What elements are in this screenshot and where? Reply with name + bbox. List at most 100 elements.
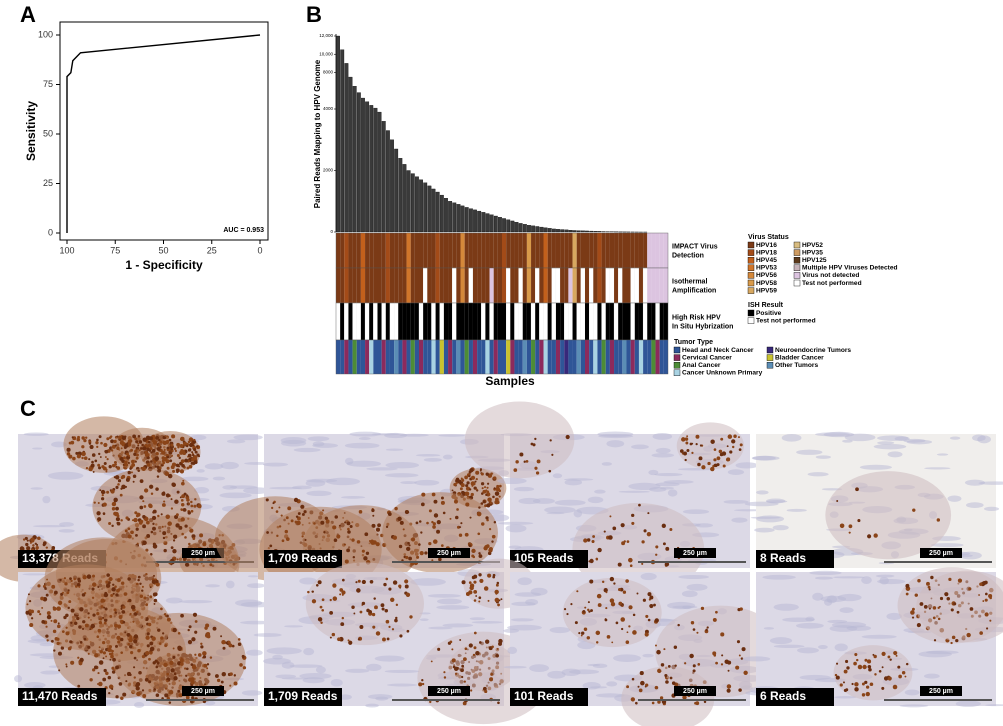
stain-dot	[641, 562, 644, 565]
stain-dot	[102, 657, 105, 660]
stain-dot	[25, 542, 29, 547]
bar	[518, 223, 523, 233]
stain-dot	[119, 456, 124, 461]
x-tick-label: 25	[207, 245, 217, 255]
stroma	[899, 704, 929, 708]
stain-dot	[68, 454, 73, 459]
stroma	[786, 508, 807, 512]
stain-dot	[25, 610, 30, 615]
stain-dot	[716, 456, 721, 461]
stroma	[241, 690, 263, 696]
plot-frame	[59, 21, 269, 241]
stain-dot	[460, 483, 465, 488]
stain-dot	[835, 675, 840, 680]
stain-dot	[61, 591, 65, 594]
bar	[514, 222, 519, 233]
track-cell	[377, 303, 382, 340]
stain-dot	[65, 665, 68, 668]
legend-label: HPV45	[756, 257, 777, 264]
stain-dot	[145, 651, 150, 656]
track-cell	[514, 302, 519, 341]
bar	[468, 208, 473, 233]
stain-dot	[738, 688, 742, 692]
stain-dot	[200, 645, 204, 649]
legend-label: Cancer Unknown Primary	[682, 370, 763, 377]
stain-dot	[464, 647, 468, 651]
stain-dot	[381, 607, 385, 611]
bar	[377, 111, 382, 233]
stain-dot	[463, 680, 466, 683]
track-cell	[410, 340, 415, 374]
stain-dot	[927, 585, 931, 589]
stain-dot	[468, 544, 472, 547]
stain-dot	[237, 642, 242, 646]
stain-dot	[141, 443, 144, 447]
stain-dot	[406, 629, 410, 633]
stain-dot	[329, 636, 332, 639]
stain-dot	[405, 555, 409, 560]
stain-dot	[155, 487, 159, 491]
x-axis-label: Samples	[485, 374, 535, 388]
stain-dot	[275, 510, 279, 513]
stain-dot	[133, 517, 138, 523]
stain-dot	[485, 493, 488, 496]
stain-dot	[839, 683, 843, 687]
stain-dot	[175, 468, 180, 473]
track-cell	[456, 303, 461, 340]
stain-dot	[120, 651, 124, 654]
stain-dot	[420, 502, 425, 507]
stain-dot	[237, 638, 241, 641]
stain-dot	[106, 573, 110, 577]
stain-dot	[146, 632, 150, 636]
stain-dot	[601, 580, 605, 584]
stain-dot	[317, 617, 323, 622]
stain-dot	[202, 655, 207, 659]
stain-dot	[297, 512, 301, 515]
stain-dot	[65, 631, 70, 636]
y-tick-label: 8000	[323, 70, 334, 75]
stain-dot	[420, 531, 423, 534]
stain-dot	[180, 508, 184, 512]
stain-dot	[53, 590, 58, 595]
scale-label: 250 µm	[683, 688, 707, 695]
stain-dot	[112, 445, 115, 448]
stain-dot	[118, 435, 123, 440]
stain-dot	[163, 548, 167, 553]
track-cell	[472, 303, 478, 340]
stain-dot	[733, 434, 737, 438]
stain-dot	[100, 605, 104, 608]
track-cell	[381, 340, 386, 374]
track-cell	[464, 268, 469, 303]
track-cell	[394, 268, 399, 303]
track-cell	[572, 303, 577, 340]
stain-dot	[664, 673, 668, 678]
stroma	[861, 576, 872, 584]
stain-dot	[83, 438, 87, 443]
stain-dot	[151, 579, 156, 584]
stain-dot	[135, 453, 139, 457]
track-cell	[485, 233, 490, 268]
stain-dot	[917, 625, 920, 628]
stain-dot	[334, 515, 338, 519]
track-cell	[352, 340, 357, 374]
tumor-nest	[562, 577, 662, 648]
stain-dot	[64, 582, 68, 586]
stain-dot	[65, 663, 68, 666]
track-cell	[464, 233, 469, 268]
stain-dot	[605, 591, 608, 594]
stroma	[573, 509, 583, 518]
stain-dot	[304, 538, 307, 541]
stain-dot	[124, 460, 128, 465]
stain-dot	[536, 459, 541, 464]
stain-dot	[654, 644, 657, 647]
stain-dot	[202, 542, 207, 547]
track-cell	[564, 340, 569, 374]
stain-dot	[115, 695, 119, 699]
stroma	[414, 479, 440, 486]
stain-dot	[45, 625, 48, 628]
track-cell	[377, 233, 382, 268]
stain-dot	[718, 449, 723, 454]
stain-dot	[91, 587, 95, 591]
stain-dot	[895, 654, 898, 657]
